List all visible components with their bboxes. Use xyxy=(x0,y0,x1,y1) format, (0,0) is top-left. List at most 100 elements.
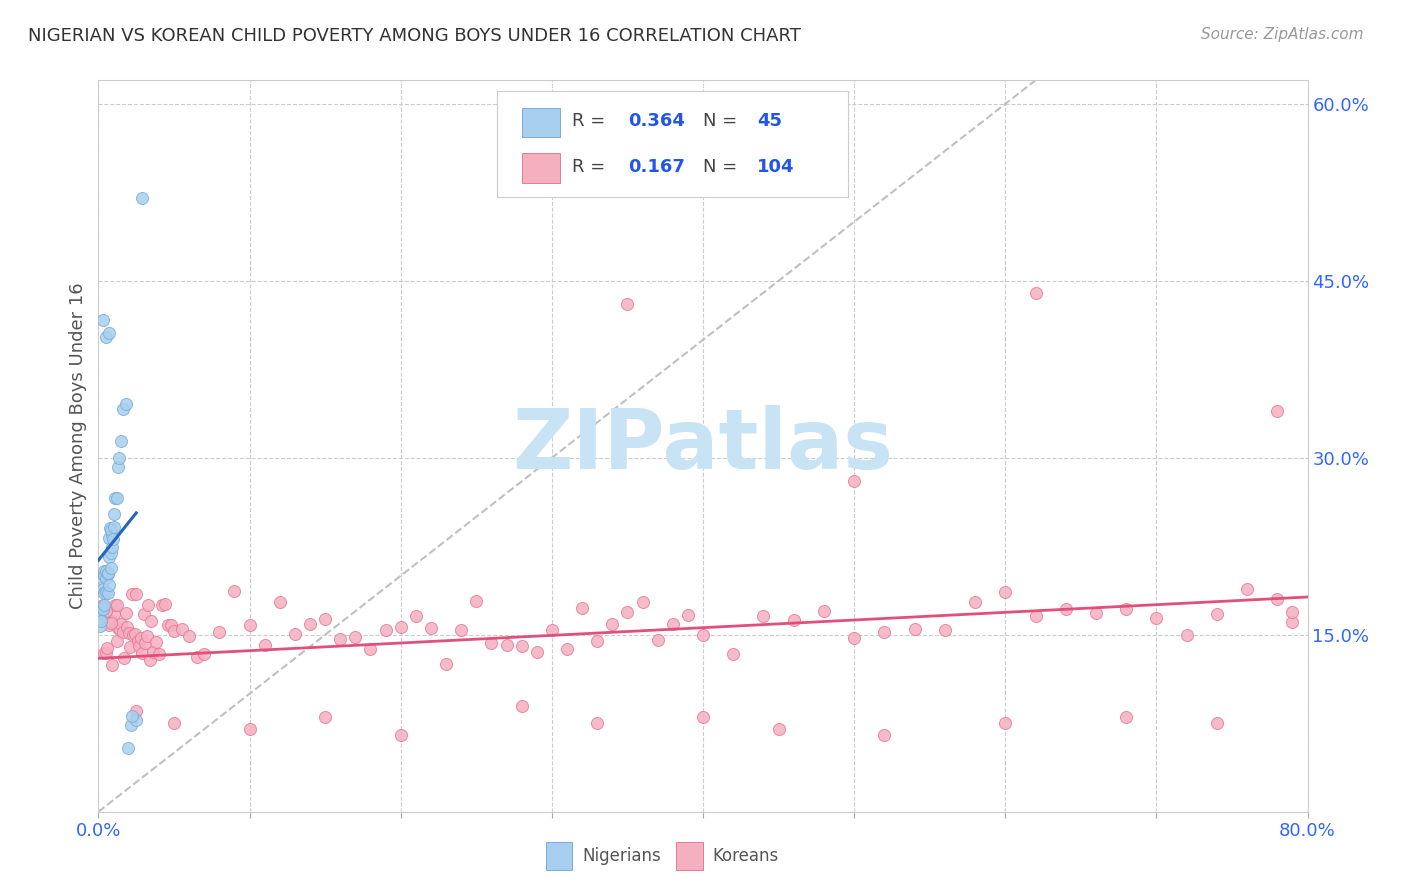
Point xyxy=(134,636,156,650)
Point xyxy=(631,595,654,609)
Point xyxy=(103,507,125,521)
Point xyxy=(616,297,638,311)
Point xyxy=(586,634,609,648)
Point xyxy=(1267,591,1289,606)
Point xyxy=(586,716,609,731)
Point xyxy=(186,649,208,664)
Point xyxy=(103,532,125,546)
Point xyxy=(90,600,112,615)
Point xyxy=(108,451,131,466)
Point xyxy=(481,635,503,649)
Point xyxy=(111,401,134,416)
Point xyxy=(124,627,146,641)
Text: 0.364: 0.364 xyxy=(628,112,685,130)
Point xyxy=(571,600,593,615)
Point xyxy=(374,623,396,637)
Point xyxy=(153,597,176,611)
Point xyxy=(163,716,186,731)
Point xyxy=(193,648,215,662)
Point xyxy=(145,634,167,648)
Point xyxy=(103,520,125,534)
Point xyxy=(98,578,121,592)
Point xyxy=(965,595,987,609)
Point xyxy=(1024,608,1046,623)
Point xyxy=(934,623,956,637)
Text: 104: 104 xyxy=(758,158,794,176)
Point xyxy=(844,632,866,646)
Point xyxy=(752,609,775,624)
Point xyxy=(139,653,162,667)
Point xyxy=(526,645,548,659)
Point xyxy=(150,598,173,612)
Point xyxy=(98,618,121,632)
Point xyxy=(224,584,246,599)
Point xyxy=(132,607,155,621)
Point xyxy=(179,629,201,643)
Point xyxy=(104,491,127,506)
Point xyxy=(465,594,488,608)
Bar xyxy=(522,153,561,183)
Text: Nigerians: Nigerians xyxy=(582,847,661,865)
Point xyxy=(389,728,412,742)
Point xyxy=(676,607,699,622)
Point xyxy=(127,634,149,648)
Point xyxy=(101,540,124,554)
FancyBboxPatch shape xyxy=(498,91,848,197)
Point xyxy=(100,615,122,630)
Point xyxy=(1206,607,1229,622)
Point xyxy=(108,623,131,637)
Point xyxy=(98,550,121,565)
Point xyxy=(1054,602,1077,616)
Point xyxy=(97,326,120,340)
Point xyxy=(434,657,457,672)
Point xyxy=(389,620,412,634)
Point xyxy=(170,622,193,636)
Point xyxy=(555,642,578,657)
Text: R =: R = xyxy=(572,112,612,130)
Point xyxy=(148,647,170,661)
Point xyxy=(107,621,129,635)
Point xyxy=(1175,628,1198,642)
Point xyxy=(93,585,115,599)
Point xyxy=(1085,607,1108,621)
Point xyxy=(120,717,142,731)
Point xyxy=(93,582,115,596)
Point xyxy=(163,624,186,639)
Point xyxy=(692,710,714,724)
Bar xyxy=(522,108,561,137)
Text: R =: R = xyxy=(572,158,612,176)
Point xyxy=(1115,710,1137,724)
Text: ZIPatlas: ZIPatlas xyxy=(513,406,893,486)
Point xyxy=(107,491,129,505)
Text: N =: N = xyxy=(703,158,742,176)
Point xyxy=(768,722,790,736)
Point xyxy=(93,598,115,612)
Point xyxy=(269,595,291,609)
Point xyxy=(105,599,128,613)
Point xyxy=(1144,611,1167,625)
Point xyxy=(450,624,472,638)
Point xyxy=(112,650,135,665)
Text: 0.167: 0.167 xyxy=(628,158,685,176)
Point xyxy=(360,642,382,657)
Point xyxy=(1267,403,1289,417)
Point xyxy=(105,634,128,648)
Point xyxy=(120,640,142,654)
Point xyxy=(94,609,117,624)
Point xyxy=(661,617,683,632)
Point xyxy=(115,620,138,634)
Point xyxy=(96,584,118,599)
Point xyxy=(93,646,115,660)
Point xyxy=(160,618,183,632)
Text: N =: N = xyxy=(703,112,742,130)
Point xyxy=(110,434,132,448)
Point xyxy=(692,628,714,642)
Point xyxy=(94,571,117,585)
Point xyxy=(344,630,367,644)
Point xyxy=(117,741,139,756)
Point xyxy=(314,710,336,724)
Point xyxy=(93,569,115,583)
Point xyxy=(91,313,114,327)
Point xyxy=(405,608,427,623)
Point xyxy=(904,622,927,636)
